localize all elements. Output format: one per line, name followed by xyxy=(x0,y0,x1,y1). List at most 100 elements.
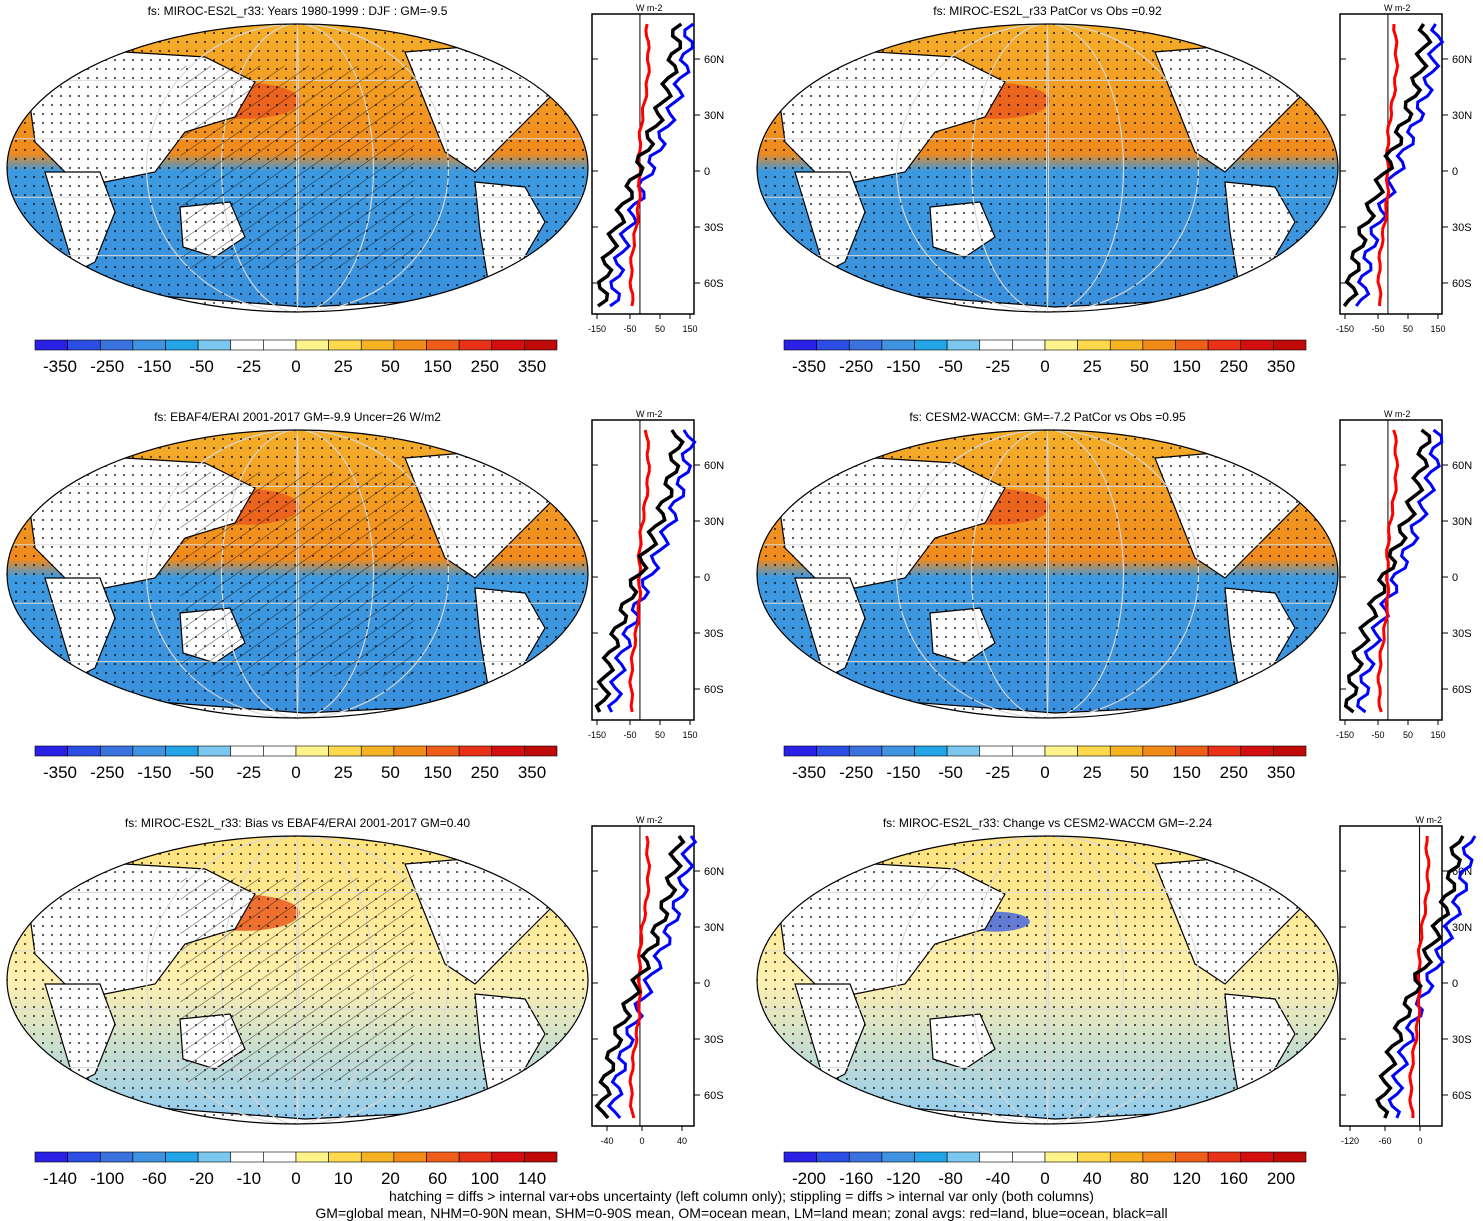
land-curve xyxy=(628,429,651,713)
profile-xtick: 150 xyxy=(1430,324,1445,334)
ocean-curve xyxy=(1355,23,1445,307)
colorbar-swatch xyxy=(360,745,395,757)
colorbar-swatch xyxy=(263,745,297,757)
colorbar-label: 80 xyxy=(1130,1169,1149,1188)
profile-ytick: 60S xyxy=(1452,684,1472,696)
colorbar: -200 -160 -120 -80 -40 0 40 80 120 160 200 xyxy=(783,1151,1307,1188)
colorbar-label: -10 xyxy=(237,1169,262,1188)
profile-unit: W m-2 xyxy=(1384,409,1411,419)
all-curve xyxy=(596,22,683,308)
profile-ytick: 30S xyxy=(1452,1034,1472,1046)
colorbar-swatch xyxy=(458,1151,493,1163)
colorbar-label: -150 xyxy=(886,763,920,782)
colorbar-label: 140 xyxy=(518,1169,546,1188)
colorbar-label: 150 xyxy=(1172,357,1200,376)
all-curve xyxy=(1375,835,1465,1119)
profile-ytick: 30N xyxy=(704,922,724,934)
colorbar: -350 -250 -150 -50 -25 0 25 50 150 250 350 xyxy=(34,339,558,376)
colorbar-swatch xyxy=(67,339,101,351)
colorbar-swatch xyxy=(34,339,68,351)
colorbar-swatch xyxy=(1175,339,1209,351)
profile-ytick: 60N xyxy=(1452,460,1472,472)
colorbar-swatch xyxy=(1044,1151,1078,1163)
colorbar-swatch xyxy=(1142,339,1176,351)
colorbar-swatch xyxy=(816,1151,850,1163)
colorbar-label: 0 xyxy=(291,763,300,782)
colorbar-swatch xyxy=(848,339,883,351)
ocean-curve xyxy=(606,835,698,1119)
colorbar-swatch xyxy=(1012,745,1046,757)
profile-unit: W m-2 xyxy=(1384,3,1411,13)
colorbar-label: -25 xyxy=(237,357,262,376)
colorbar-swatch xyxy=(1109,339,1144,351)
profile-xtick: -120 xyxy=(1341,1136,1359,1146)
profile-xtick: 150 xyxy=(1430,730,1445,740)
profile-ytick: 60N xyxy=(704,460,724,472)
world-map xyxy=(6,429,589,719)
profile-ytick: 60N xyxy=(704,866,724,878)
world-map xyxy=(756,429,1339,719)
colorbar-label: 25 xyxy=(334,357,353,376)
colorbar-swatch xyxy=(393,1151,427,1163)
profile-ytick: 60S xyxy=(1452,1090,1472,1102)
profile-unit: W m-2 xyxy=(636,815,663,825)
colorbar-swatch xyxy=(816,745,850,757)
panel-title: fs: MIROC-ES2L_r33: Years 1980-1999 : DJ… xyxy=(147,4,448,18)
colorbar-label: 50 xyxy=(381,357,400,376)
colorbar-label: 0 xyxy=(1040,763,1049,782)
colorbar-label: 50 xyxy=(1130,763,1149,782)
profile-ytick: 30N xyxy=(1452,922,1472,934)
colorbar-swatch xyxy=(881,339,915,351)
colorbar-swatch xyxy=(1142,1151,1176,1163)
colorbar-label: -350 xyxy=(43,357,77,376)
profile-ytick: 30S xyxy=(704,628,724,640)
panel-title: fs: EBAF4/ERAI 2001-2017 GM=-9.9 Uncer=2… xyxy=(154,410,441,424)
colorbar-swatch xyxy=(979,339,1013,351)
profile-ytick: 0 xyxy=(1452,166,1458,178)
colorbar-label: -20 xyxy=(189,1169,214,1188)
colorbar-swatch xyxy=(1273,745,1307,757)
colorbar: -350 -250 -150 -50 -25 0 25 50 150 250 350 xyxy=(34,745,558,782)
profile-unit: W m-2 xyxy=(636,409,663,419)
colorbar-label: -250 xyxy=(839,763,873,782)
colorbar-swatch xyxy=(783,339,817,351)
zonal-profile: W m-2 60N 30N 0 30S 60S -150 -50 50 150 xyxy=(1336,3,1472,334)
colorbar-swatch xyxy=(491,745,525,757)
colorbar-label: -40 xyxy=(986,1169,1011,1188)
profile-xtick: -50 xyxy=(1371,730,1384,740)
colorbar-swatch xyxy=(1207,745,1242,757)
colorbar-swatch xyxy=(1273,339,1307,351)
colorbar-swatch xyxy=(328,1151,362,1163)
colorbar-swatch xyxy=(165,1151,199,1163)
zonal-profile: W m-2 60N 30N 0 30S 60S -150 -50 50 150 xyxy=(1336,409,1472,740)
colorbar-swatch xyxy=(99,339,134,351)
colorbar-label: 25 xyxy=(334,763,353,782)
colorbar-label: 350 xyxy=(1267,357,1295,376)
colorbar-swatch xyxy=(816,339,850,351)
colorbar-swatch xyxy=(1077,1151,1111,1163)
colorbar-label: -160 xyxy=(839,1169,873,1188)
colorbar-swatch xyxy=(230,1151,264,1163)
colorbar-swatch xyxy=(263,1151,297,1163)
world-map xyxy=(756,23,1339,313)
colorbar-swatch xyxy=(393,339,427,351)
colorbar-label: -60 xyxy=(142,1169,167,1188)
colorbar-swatch xyxy=(230,339,264,351)
colorbar-swatch xyxy=(328,745,362,757)
colorbar-label: 60 xyxy=(428,1169,447,1188)
colorbar-swatch xyxy=(263,339,297,351)
colorbar-swatch xyxy=(1012,1151,1046,1163)
profile-ytick: 30S xyxy=(1452,628,1472,640)
profile-ytick: 60S xyxy=(704,278,724,290)
colorbar-swatch xyxy=(132,339,166,351)
profile-xtick: 50 xyxy=(1403,730,1413,740)
colorbar-swatch xyxy=(491,1151,525,1163)
ocean-curve xyxy=(609,22,695,308)
profile-xtick: -50 xyxy=(623,324,636,334)
profile-xtick: -150 xyxy=(588,324,606,334)
land-curve xyxy=(1408,835,1431,1118)
colorbar-swatch xyxy=(914,745,948,757)
colorbar-label: -50 xyxy=(938,357,963,376)
colorbar-swatch xyxy=(67,1151,101,1163)
world-map xyxy=(6,835,589,1125)
